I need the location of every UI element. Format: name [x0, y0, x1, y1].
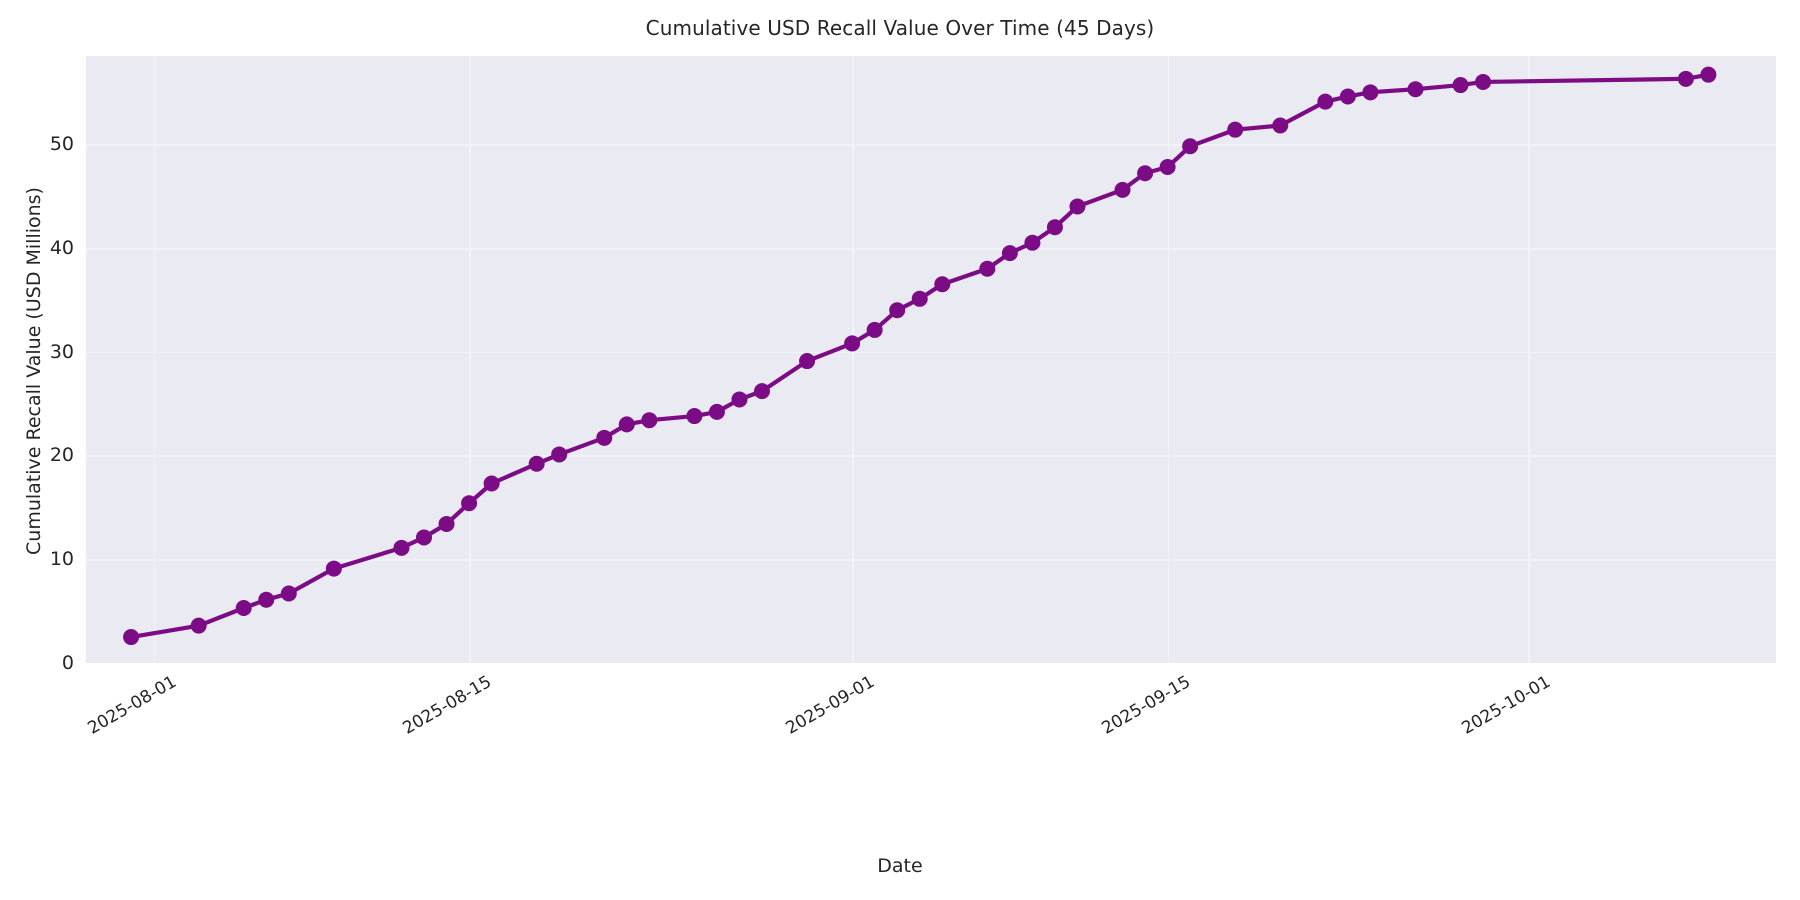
data-point-17 — [708, 403, 725, 420]
data-point-5 — [325, 560, 342, 577]
data-point-10 — [483, 475, 500, 492]
y-tick-label-0: 0 — [61, 652, 74, 674]
x-tick-label-2: 2025-09-01 — [782, 672, 879, 739]
data-point-42 — [1475, 73, 1492, 90]
data-point-37 — [1317, 93, 1334, 110]
gridline-x-1 — [469, 56, 471, 663]
data-point-7 — [416, 529, 432, 546]
y-axis-label: Cumulative Recall Value (USD Millions) — [23, 187, 45, 555]
gridline-y-5 — [86, 144, 1776, 146]
data-point-14 — [618, 416, 635, 433]
data-point-43 — [1677, 70, 1694, 87]
x-tick-label-1: 2025-08-15 — [399, 672, 496, 739]
gridline-x-0 — [153, 56, 156, 663]
data-point-20 — [799, 353, 816, 370]
data-point-6 — [393, 539, 410, 556]
data-point-33 — [1159, 159, 1176, 176]
data-point-38 — [1339, 88, 1356, 105]
gridline-y-2 — [86, 455, 1776, 458]
data-point-4 — [280, 585, 297, 602]
data-point-28 — [1024, 234, 1041, 251]
y-tick-label-2: 20 — [49, 444, 74, 467]
data-point-29 — [1046, 219, 1063, 236]
data-point-35 — [1227, 121, 1244, 138]
gridline-y-4 — [86, 247, 1776, 250]
data-point-23 — [889, 302, 906, 319]
x-tick-label-3: 2025-09-15 — [1098, 672, 1194, 739]
data-point-2 — [235, 600, 252, 617]
y-tick-label-5: 50 — [49, 133, 74, 156]
data-point-22 — [866, 321, 883, 338]
gridline-x-2 — [852, 56, 854, 663]
series-line — [128, 72, 1711, 640]
data-point-19 — [754, 383, 770, 400]
y-tick-label-4: 40 — [49, 236, 74, 259]
data-point-34 — [1182, 138, 1199, 155]
data-point-44 — [1700, 66, 1717, 83]
data-point-12 — [551, 446, 568, 463]
data-point-24 — [911, 290, 928, 307]
plot-area — [86, 56, 1776, 663]
data-point-9 — [461, 495, 478, 512]
data-point-0 — [123, 629, 140, 646]
gridline-x-3 — [1167, 56, 1170, 663]
data-point-3 — [258, 591, 275, 608]
gridline-y-3 — [86, 351, 1776, 354]
y-tick-label-3: 30 — [49, 340, 74, 363]
line-series — [123, 66, 1717, 646]
data-point-36 — [1272, 117, 1289, 134]
data-point-8 — [438, 515, 455, 532]
data-point-11 — [528, 455, 545, 472]
gridline-x-4 — [1528, 56, 1530, 663]
x-tick-label-0: 2025-08-01 — [84, 672, 180, 739]
data-point-39 — [1362, 84, 1379, 101]
data-point-1 — [190, 617, 207, 634]
x-tick-label-4: 2025-10-01 — [1458, 672, 1555, 739]
data-point-40 — [1407, 81, 1424, 98]
data-point-15 — [641, 412, 658, 429]
data-point-27 — [1001, 245, 1018, 262]
x-axis-label: Date — [877, 855, 923, 877]
gridline-y-1 — [86, 559, 1776, 561]
data-point-18 — [731, 391, 748, 408]
data-point-13 — [596, 429, 613, 446]
data-point-25 — [934, 276, 951, 293]
data-point-31 — [1114, 181, 1131, 198]
data-point-41 — [1452, 77, 1469, 94]
y-tick-label-1: 10 — [49, 548, 74, 571]
data-point-26 — [979, 260, 996, 277]
data-point-21 — [844, 335, 861, 352]
chart-title: Cumulative USD Recall Value Over Time (4… — [645, 16, 1155, 40]
data-point-16 — [686, 408, 703, 425]
data-point-32 — [1137, 165, 1154, 182]
data-point-30 — [1069, 198, 1086, 215]
